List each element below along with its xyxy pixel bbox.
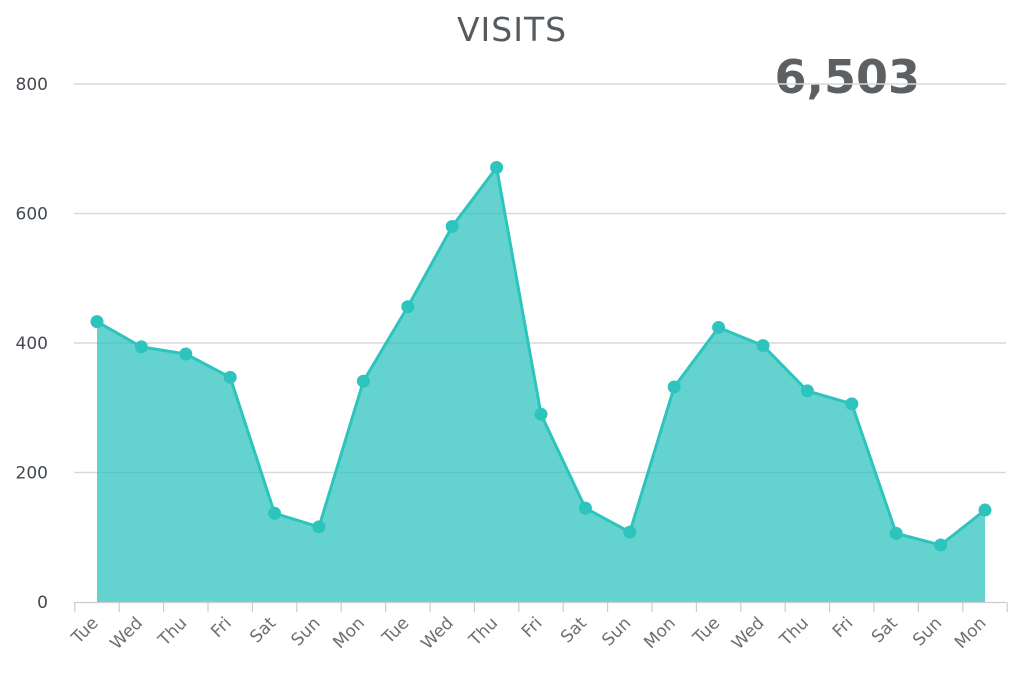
data-point[interactable] [401, 300, 415, 314]
x-tick-label: Wed [417, 613, 457, 653]
data-point[interactable] [179, 347, 193, 361]
data-point[interactable] [889, 526, 903, 540]
x-tick-label: Tue [67, 613, 102, 648]
x-tick-label: Fri [207, 613, 235, 641]
data-point[interactable] [134, 340, 148, 354]
x-tick-label: Mon [329, 613, 368, 652]
data-point[interactable] [223, 370, 237, 384]
x-tick-label: Mon [640, 613, 679, 652]
data-point[interactable] [578, 501, 592, 515]
x-tick-label: Fri [518, 613, 546, 641]
x-tick-label: Sat [868, 613, 902, 647]
data-point[interactable] [268, 506, 282, 520]
chart-title: VISITS [456, 10, 568, 49]
x-tick-label: Thu [776, 613, 813, 650]
y-tick-label: 0 [37, 593, 48, 613]
x-tick-label: Tue [378, 613, 413, 648]
x-tick-label: Sun [909, 613, 946, 650]
data-point[interactable] [534, 407, 548, 421]
data-point[interactable] [490, 161, 504, 175]
x-tick-label: Sat [246, 613, 280, 647]
data-point[interactable] [978, 503, 992, 517]
y-tick-label: 200 [16, 464, 48, 484]
y-tick-label: 800 [16, 75, 48, 95]
x-tick-label: Sat [557, 613, 591, 647]
x-tick-label: Fri [829, 613, 857, 641]
data-point[interactable] [667, 380, 681, 394]
x-tick-label: Tue [689, 613, 724, 648]
x-tick-label: Wed [728, 613, 768, 653]
data-point[interactable] [934, 538, 948, 552]
data-point[interactable] [800, 384, 814, 398]
y-tick-label: 600 [16, 205, 48, 225]
x-tick-label: Sun [598, 613, 635, 650]
x-tick-label: Sun [288, 613, 325, 650]
x-tick-label: Thu [154, 613, 191, 650]
x-tick-label: Mon [951, 613, 990, 652]
data-point[interactable] [356, 374, 370, 388]
data-point[interactable] [623, 525, 637, 539]
x-tick-label: Thu [465, 613, 502, 650]
x-tick-label: Wed [107, 613, 147, 653]
data-point[interactable] [445, 219, 459, 233]
data-point[interactable] [312, 520, 326, 534]
y-tick-label: 400 [16, 334, 48, 354]
data-point[interactable] [845, 397, 859, 411]
series-area [97, 167, 985, 602]
data-point[interactable] [756, 339, 770, 353]
data-point[interactable] [712, 320, 726, 334]
data-point[interactable] [90, 315, 104, 329]
total-visits-value: 6,503 [774, 50, 920, 104]
